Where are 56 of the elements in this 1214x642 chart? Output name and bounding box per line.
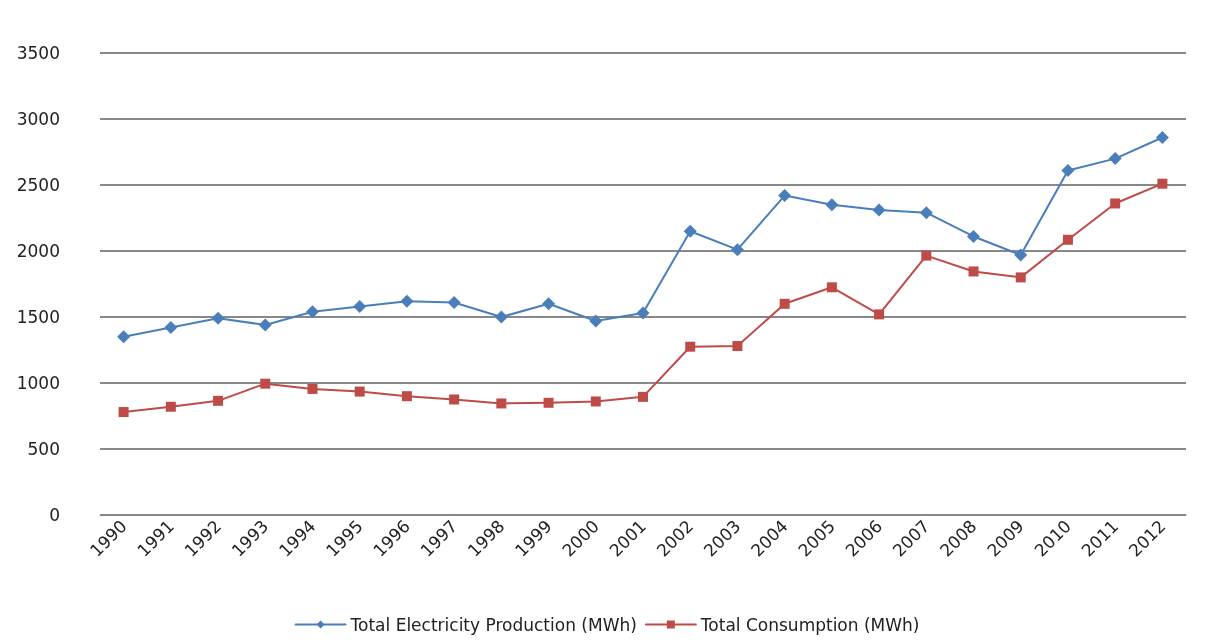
y-tick-label: 1500 <box>16 307 60 327</box>
point <box>1108 152 1122 166</box>
point <box>353 299 367 313</box>
y-tick-label: 3000 <box>16 109 60 129</box>
point <box>165 401 176 412</box>
point <box>778 189 792 203</box>
point <box>874 309 885 320</box>
point <box>825 198 839 212</box>
point <box>967 229 981 243</box>
point <box>636 306 650 320</box>
y-tick-label: 2500 <box>16 175 60 195</box>
point <box>354 386 365 397</box>
y-tick-label: 2000 <box>16 241 60 261</box>
point <box>826 282 837 293</box>
y-tick-label: 0 <box>49 505 60 525</box>
point <box>1015 272 1026 283</box>
y-tick-label: 1000 <box>16 373 60 393</box>
point <box>211 311 225 325</box>
point <box>542 297 556 311</box>
point <box>118 407 129 418</box>
point <box>260 378 271 389</box>
point <box>496 398 507 409</box>
point <box>1157 178 1168 189</box>
point <box>258 318 272 332</box>
point <box>968 266 979 277</box>
y-tick-label: 3500 <box>16 43 60 63</box>
point <box>1155 130 1169 144</box>
point <box>638 391 648 402</box>
point <box>921 250 932 261</box>
point <box>213 395 224 406</box>
point <box>494 310 508 324</box>
point <box>730 243 744 257</box>
y-tick-label: 500 <box>27 439 60 459</box>
legend-label: Total Electricity Production (MWh) <box>349 614 637 635</box>
point <box>447 295 461 309</box>
point <box>685 341 696 352</box>
point <box>732 341 743 352</box>
point <box>683 224 697 238</box>
point <box>1110 198 1121 209</box>
point <box>401 391 412 402</box>
legend-label: Total Consumption (MWh) <box>699 614 920 635</box>
point <box>400 294 414 308</box>
point <box>872 203 886 217</box>
point <box>779 298 790 309</box>
point <box>543 397 554 408</box>
point <box>305 305 319 319</box>
point <box>117 330 131 344</box>
point <box>164 321 178 335</box>
point <box>1061 163 1075 177</box>
point <box>1014 248 1028 262</box>
point <box>919 206 933 220</box>
point <box>589 314 603 328</box>
point <box>1062 234 1073 245</box>
point <box>590 396 601 407</box>
point <box>449 394 460 405</box>
point <box>307 383 318 394</box>
